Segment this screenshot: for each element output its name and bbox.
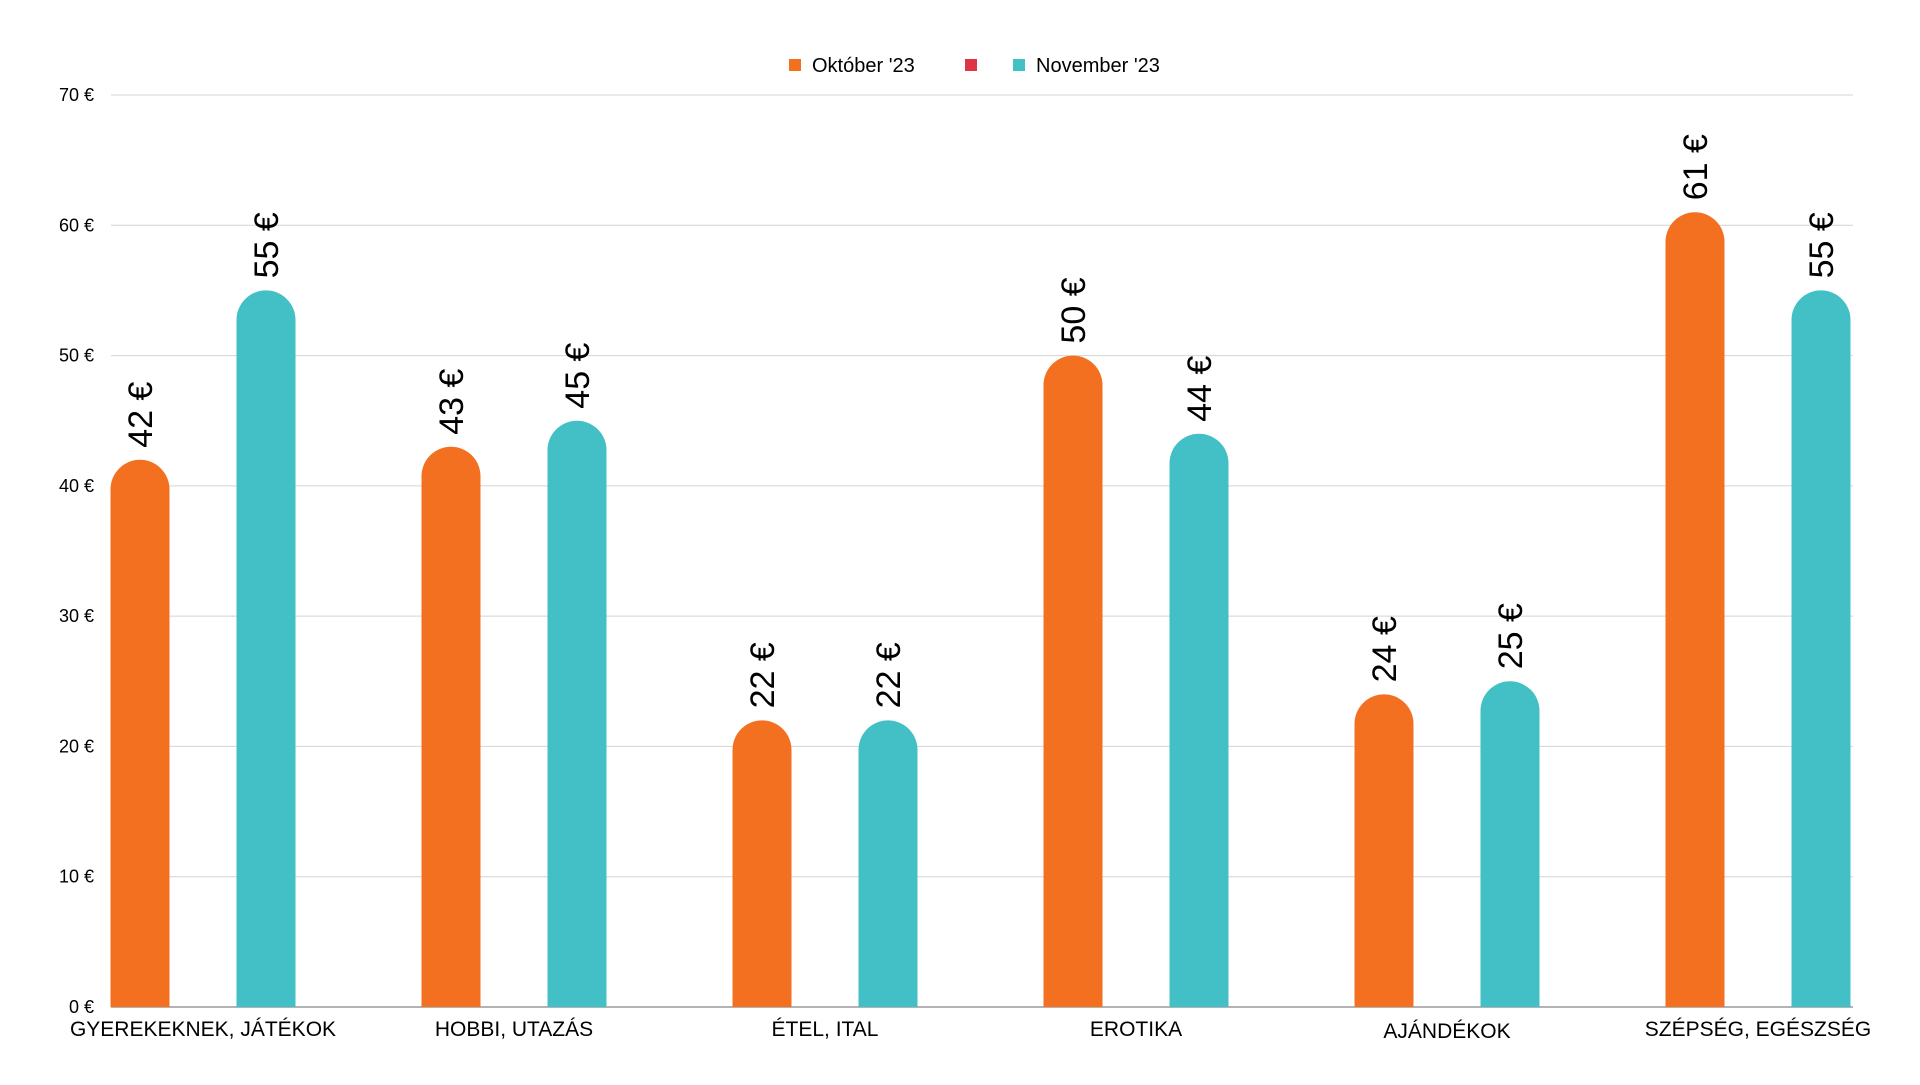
bar — [1791, 290, 1851, 1007]
y-tick-label: 10 € — [59, 867, 94, 887]
y-tick-label: 20 € — [59, 736, 94, 756]
bar — [110, 459, 170, 1007]
x-tick-label: HOBBI, UTAZÁS — [435, 1018, 593, 1041]
bar — [1169, 433, 1229, 1007]
data-label: 45 € — [559, 342, 597, 408]
legend-marker — [1013, 59, 1025, 71]
legend: Október '23 November '23 — [789, 55, 1160, 77]
y-tick-label: 70 € — [59, 85, 94, 105]
y-tick-label: 30 € — [59, 606, 94, 626]
bar — [1665, 212, 1725, 1007]
legend-label: November '23 — [1036, 55, 1160, 77]
data-label: 61 € — [1677, 134, 1715, 200]
y-axis: 0 € 10 € 20 € 30 € 40 € 50 € 60 € 70 € — [59, 85, 94, 1017]
x-tick-label: SZÉPSÉG, EGÉSZSÉG — [1645, 1018, 1871, 1041]
data-label: 43 € — [433, 369, 471, 435]
bar — [421, 446, 481, 1007]
x-tick-label: ÉTEL, ITAL — [772, 1018, 879, 1041]
y-tick-label: 60 € — [59, 215, 94, 235]
y-tick-label: 40 € — [59, 476, 94, 496]
legend-marker — [789, 59, 801, 71]
data-label: 22 € — [870, 642, 908, 708]
bar — [547, 420, 607, 1007]
bar — [236, 290, 296, 1007]
data-label: 42 € — [122, 382, 160, 448]
y-tick-label: 50 € — [59, 346, 94, 366]
data-label: 22 € — [744, 642, 782, 708]
x-tick-label: AJÁNDÉKOK — [1383, 1020, 1510, 1043]
data-label: 25 € — [1492, 603, 1530, 669]
bar — [858, 720, 918, 1007]
data-label: 55 € — [1803, 212, 1841, 278]
y-tick-label: 0 € — [69, 997, 94, 1017]
bar — [1480, 681, 1540, 1007]
bar — [1354, 694, 1414, 1007]
bar — [732, 720, 792, 1007]
x-tick-label: EROTIKA — [1090, 1018, 1182, 1041]
x-axis: GYEREKEKNEK, JÁTÉKOK HOBBI, UTAZÁS ÉTEL, I… — [70, 1018, 1871, 1043]
data-label: 55 € — [248, 212, 286, 278]
data-label: 44 € — [1181, 355, 1219, 421]
legend-label: Október '23 — [812, 55, 915, 77]
x-tick-label: GYEREKEKNEK, JÁTÉKOK — [70, 1018, 336, 1041]
bar — [1043, 355, 1103, 1008]
legend-marker — [965, 59, 977, 71]
data-label: 24 € — [1366, 616, 1404, 682]
data-label: 50 € — [1055, 277, 1093, 343]
bars: 42 € 55 € 43 € 45 € 22 € 22 € 50 € 44 € 24 € 25 €… — [110, 134, 1851, 1008]
grid — [111, 94, 1853, 1008]
